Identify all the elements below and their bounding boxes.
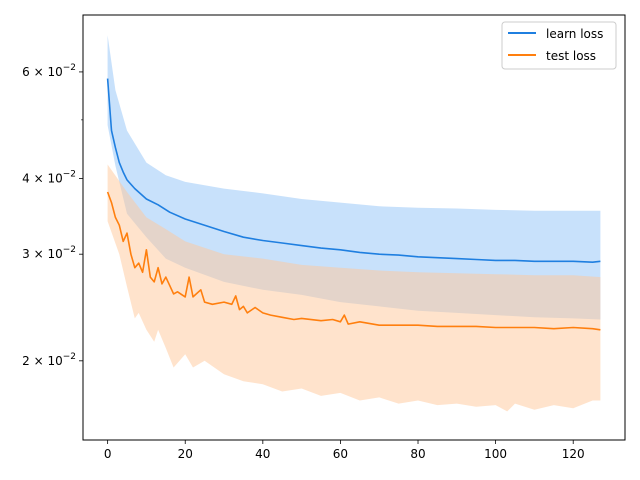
y-tick-label: 6 × 10−2: [22, 63, 76, 79]
y-tick-label: 4 × 10−2: [22, 170, 76, 186]
x-tick-label: 0: [104, 447, 112, 461]
y-tick-label-base: 2 × 10: [22, 354, 63, 368]
x-tick-label: 20: [178, 447, 193, 461]
y-tick-label-exponent: −2: [63, 63, 76, 73]
y-tick-label-exponent: −2: [63, 245, 76, 255]
y-tick-label-exponent: −2: [63, 352, 76, 362]
y-tick-label-base: 6 × 10: [22, 65, 63, 79]
x-tick-label: 100: [484, 447, 507, 461]
y-tick-label: 3 × 10−2: [22, 245, 76, 261]
series-lines: [106, 78, 601, 331]
confidence-bands: [107, 35, 601, 412]
line-learn-loss: [106, 78, 601, 264]
legend: learn loss test loss: [501, 21, 617, 70]
x-tick-label: 80: [410, 447, 425, 461]
y-tick-label-exponent: −2: [63, 170, 76, 180]
x-tick-label: 120: [562, 447, 585, 461]
x-tick-label: 40: [255, 447, 270, 461]
band-learn-loss: [107, 35, 601, 320]
axes-frame: [82, 14, 626, 441]
legend-label-learn-loss: learn loss: [546, 27, 603, 41]
line-test-loss: [106, 191, 601, 331]
x-tick-label: 60: [333, 447, 348, 461]
x-axis: 0 20 40 60 80 100 120: [104, 440, 585, 461]
y-tick-label-base: 4 × 10: [22, 172, 63, 186]
band-test-loss: [107, 164, 601, 412]
y-axis: 2 × 10−23 × 10−24 × 10−26 × 10−2: [22, 63, 83, 368]
legend-label-test-loss: test loss: [546, 49, 596, 63]
y-tick-label-base: 3 × 10: [22, 247, 63, 261]
y-tick-label: 2 × 10−2: [22, 352, 76, 368]
